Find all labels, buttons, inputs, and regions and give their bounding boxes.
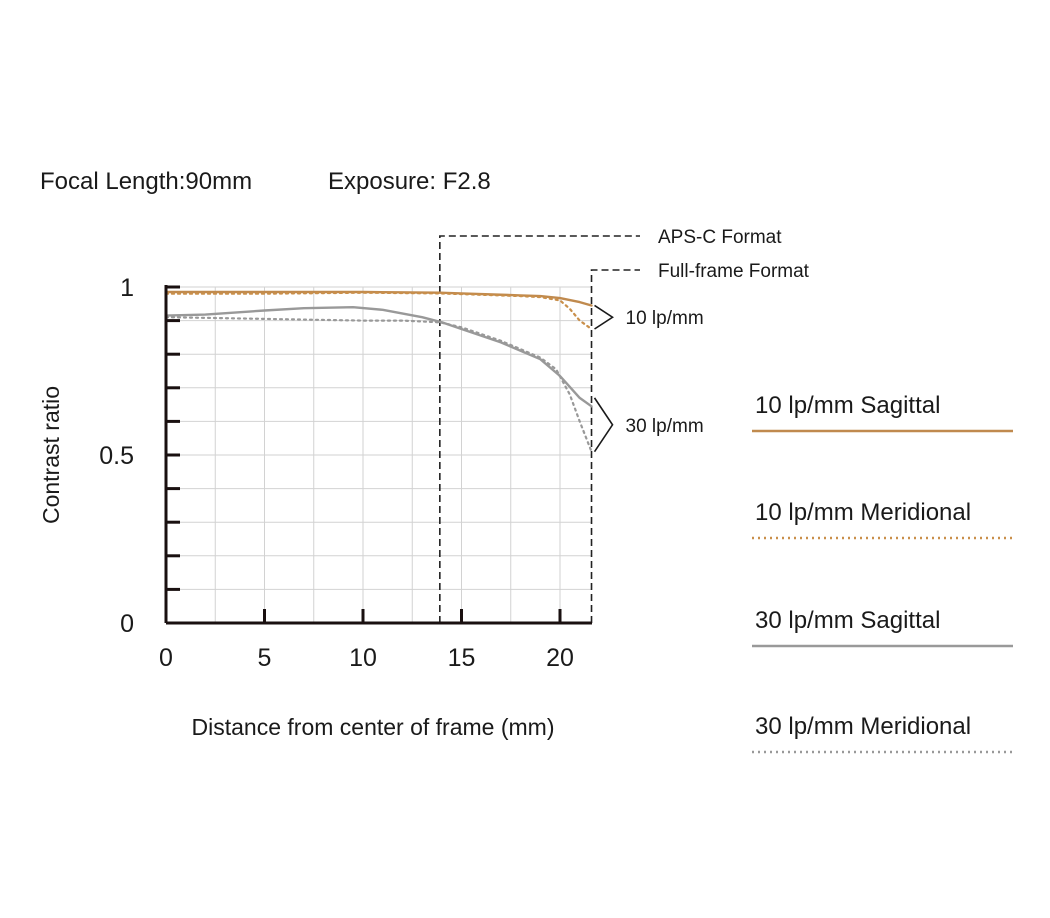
x-axis-label: Distance from center of frame (mm) [192,714,555,740]
series-lines [164,290,593,453]
y-tick-label: 1 [120,274,134,302]
focal-length-label: Focal Length:90mm [40,168,252,195]
series-line [164,291,593,331]
series-line [164,290,593,307]
x-tick-label: 15 [448,644,476,672]
annotation-label: 10 lp/mm [626,308,704,329]
exposure-label: Exposure: F2.8 [328,168,491,195]
annotations: 10 lp/mm 30 lp/mm [593,304,704,453]
series-line [164,316,593,453]
format-marker-line [439,235,640,623]
legend-label: 30 lp/mm Meridional [755,713,971,740]
format-marker-label: APS-C Format [658,227,782,248]
format-markers: APS-C Format Full-frame Format [439,227,810,623]
y-axis-label: Contrast ratio [38,386,64,524]
series-line [164,306,593,408]
y-tick-label: 0.5 [99,442,134,470]
legend: 10 lp/mm Sagittal 10 lp/mm Meridional 30 l… [752,392,1013,754]
legend-label: 30 lp/mm Sagittal [755,607,940,634]
format-marker-label: Full-frame Format [658,261,810,282]
grid [166,286,592,623]
y-tick-label: 0 [120,610,134,638]
x-tick-label: 10 [349,644,377,672]
annotation-bracket [593,397,614,453]
annotation-label: 30 lp/mm [626,416,704,437]
x-tick-label: 5 [258,644,272,672]
legend-label: 10 lp/mm Sagittal [755,392,940,419]
x-tick-label: 0 [159,644,173,672]
format-marker-line [590,269,640,623]
annotation-bracket [594,304,614,330]
axes: 0 5 10 15 20 0 0.5 1 [99,274,592,672]
legend-label: 10 lp/mm Meridional [755,499,971,526]
x-tick-label: 20 [546,644,574,672]
